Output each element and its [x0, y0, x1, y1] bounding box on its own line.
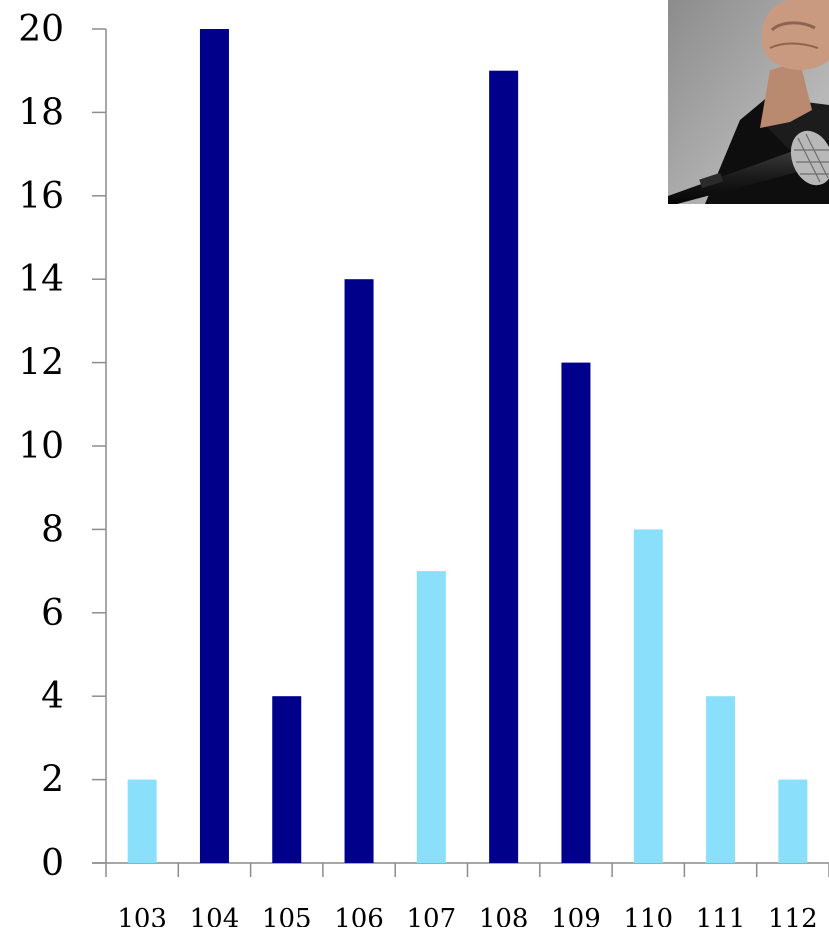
- x-tick-label: 106: [334, 904, 384, 927]
- y-tick-label: 6: [41, 593, 64, 634]
- x-tick-label: 107: [407, 904, 457, 927]
- x-tick-label: 109: [551, 904, 601, 927]
- x-tick-label: 108: [479, 904, 529, 927]
- y-tick-label: 8: [41, 509, 64, 550]
- y-tick-label: 4: [41, 676, 64, 717]
- bar-104: [199, 29, 229, 863]
- x-tick-label: 110: [623, 904, 673, 927]
- y-tick-label: 10: [18, 426, 64, 467]
- bars: [127, 29, 808, 863]
- y-tick-label: 2: [41, 760, 64, 801]
- bar-111: [706, 696, 736, 863]
- x-tick-label: 112: [768, 904, 818, 927]
- bar-108: [489, 70, 519, 863]
- y-tick-label: 12: [18, 343, 64, 384]
- bar-112: [778, 779, 808, 863]
- x-tick-label: 111: [696, 904, 746, 927]
- bar-103: [127, 779, 157, 863]
- y-tick-label: 14: [18, 259, 64, 300]
- bar-110: [633, 529, 663, 863]
- x-tick-label: 105: [262, 904, 312, 927]
- y-tick-label: 16: [18, 176, 64, 217]
- y-tick-label: 20: [18, 9, 64, 50]
- bar-107: [416, 571, 446, 863]
- bar-106: [344, 279, 374, 863]
- y-tick-label: 18: [18, 92, 64, 133]
- bar-109: [561, 362, 591, 863]
- x-tick-label: 103: [117, 904, 167, 927]
- bar-105: [272, 696, 302, 863]
- y-tick-label: 0: [41, 843, 64, 884]
- x-tick-label: 104: [190, 904, 240, 927]
- fist-microphone-photo: [668, 0, 829, 204]
